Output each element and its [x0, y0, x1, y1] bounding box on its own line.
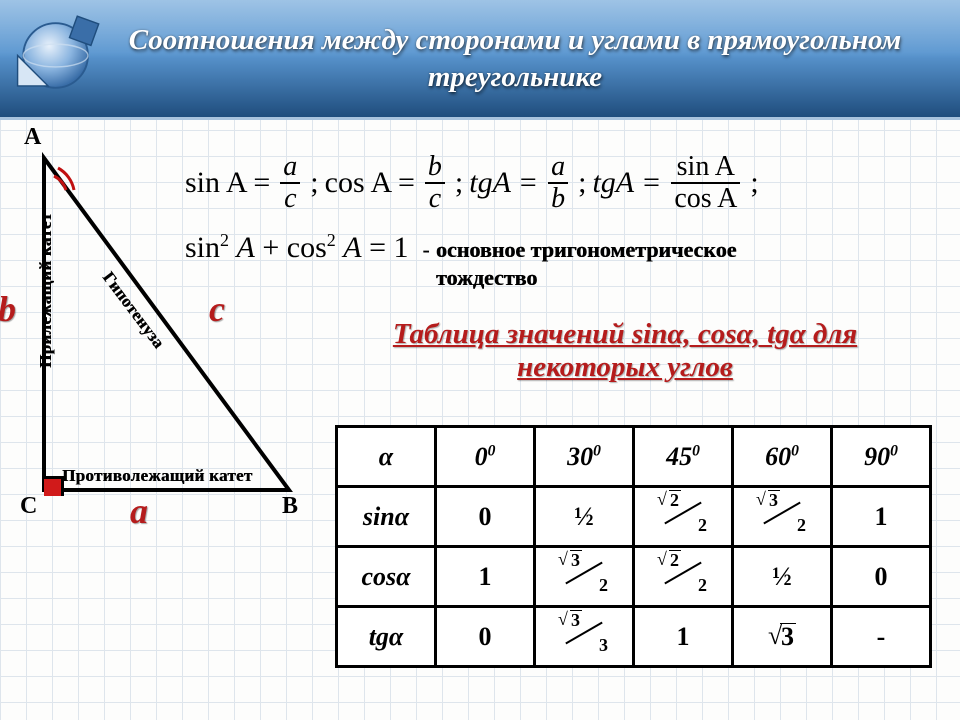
tg-90: -: [832, 607, 931, 667]
row-tg: tgα 0 33 1 3 -: [337, 607, 931, 667]
vertex-C: C: [20, 493, 37, 520]
tg-60: 3: [733, 607, 832, 667]
right-angle-marker: [44, 476, 64, 496]
logo-icon: [10, 8, 105, 103]
col-30: 300: [535, 427, 634, 487]
sin-60: 32: [733, 487, 832, 547]
formula-row-2: sin2 A + cos2 A = 1 - основное тригономе…: [185, 229, 930, 291]
cos-45: 22: [634, 547, 733, 607]
col-0: 00: [436, 427, 535, 487]
label-adjacent: Прилежащий катет: [36, 213, 56, 368]
tgA2-frac: sin A cos A: [671, 153, 740, 213]
tgA-frac: a b: [548, 153, 568, 213]
sin-45: 22: [634, 487, 733, 547]
identity-label: основное тригонометрическое тождество: [436, 236, 816, 291]
rowhead-cos: cosα: [337, 547, 436, 607]
tg-0: 0: [436, 607, 535, 667]
cosA-frac: b c: [425, 153, 445, 213]
cos-90: 0: [832, 547, 931, 607]
sin-90: 1: [832, 487, 931, 547]
tgA-label: tgA =: [469, 164, 538, 202]
sin-0: 0: [436, 487, 535, 547]
rowhead-tg: tgα: [337, 607, 436, 667]
vertex-B: B: [282, 493, 298, 520]
table-title: Таблица значений sinα, cosα, tgα для нек…: [320, 318, 930, 384]
cosA-label: cos A =: [325, 164, 415, 202]
sin-30: ½: [535, 487, 634, 547]
sinA-frac: a c: [280, 153, 300, 213]
side-b: b: [0, 288, 16, 330]
formula-row-1: sin A = a c ; cos A = b c ; tgA = a b ; …: [185, 153, 930, 213]
sinA-label: sin A =: [185, 164, 270, 202]
cos-0: 1: [436, 547, 535, 607]
cos-60: ½: [733, 547, 832, 607]
tg-30: 33: [535, 607, 634, 667]
side-a: a: [130, 490, 148, 532]
slide-header: Соотношения между сторонами и углами в п…: [0, 0, 960, 120]
cos-30: 32: [535, 547, 634, 607]
col-45: 450: [634, 427, 733, 487]
label-opposite: Противолежащий катет: [62, 466, 252, 486]
col-alpha: α: [337, 427, 436, 487]
formula-block: sin A = a c ; cos A = b c ; tgA = a b ; …: [185, 153, 930, 307]
tgA2-label: tgA =: [592, 164, 661, 202]
vertex-A: A: [24, 124, 41, 151]
identity-dash: -: [423, 236, 430, 264]
slide-content: A B C b c a Прилежащий катет Противолежа…: [0, 123, 960, 720]
rowhead-sin: sinα: [337, 487, 436, 547]
tg-45: 1: [634, 607, 733, 667]
col-60: 600: [733, 427, 832, 487]
col-90: 900: [832, 427, 931, 487]
row-sin: sinα 0 ½ 22 32 1: [337, 487, 931, 547]
slide-title: Соотношения между сторонами и углами в п…: [110, 22, 920, 95]
table-header-row: α 00 300 450 600 900: [337, 427, 931, 487]
trig-table: α 00 300 450 600 900 sinα 0 ½ 22 32 1 co…: [335, 425, 932, 668]
row-cos: cosα 1 32 22 ½ 0: [337, 547, 931, 607]
